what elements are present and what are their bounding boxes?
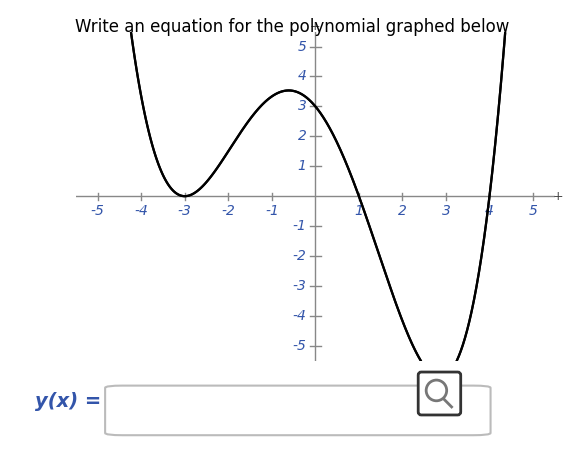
Text: -1: -1	[265, 204, 279, 218]
FancyBboxPatch shape	[105, 386, 491, 435]
Text: 3: 3	[298, 99, 307, 113]
Text: -2: -2	[293, 249, 307, 263]
Text: -5: -5	[91, 204, 105, 218]
Text: 2: 2	[298, 129, 307, 143]
Text: 3: 3	[442, 204, 450, 218]
Text: -4: -4	[293, 309, 307, 323]
Text: +: +	[552, 190, 563, 202]
Text: Write an equation for the polynomial graphed below: Write an equation for the polynomial gra…	[75, 18, 509, 36]
Text: -2: -2	[221, 204, 235, 218]
Text: y(x) =: y(x) =	[35, 392, 101, 411]
Text: +: +	[310, 20, 321, 33]
Text: -3: -3	[293, 279, 307, 293]
Text: 4: 4	[298, 69, 307, 83]
Text: 5: 5	[529, 204, 537, 218]
Text: -1: -1	[293, 219, 307, 233]
Text: 5: 5	[298, 40, 307, 54]
Text: 2: 2	[398, 204, 407, 218]
Text: -5: -5	[293, 339, 307, 353]
Text: 1: 1	[298, 159, 307, 173]
FancyBboxPatch shape	[418, 372, 461, 415]
Text: 1: 1	[354, 204, 363, 218]
Text: -4: -4	[134, 204, 148, 218]
Text: 4: 4	[485, 204, 494, 218]
Text: -3: -3	[178, 204, 192, 218]
